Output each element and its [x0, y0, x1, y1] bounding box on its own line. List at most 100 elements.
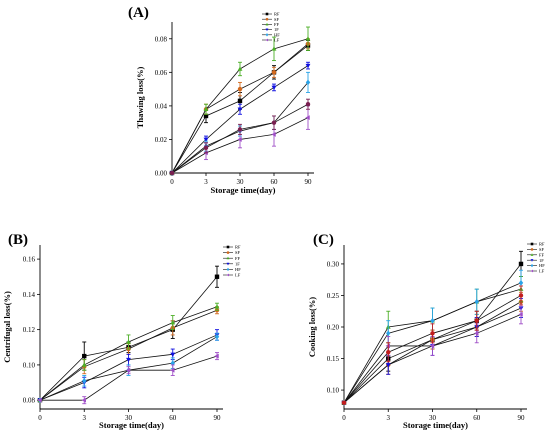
data-point	[429, 343, 435, 349]
data-point	[430, 331, 435, 336]
data-point	[305, 63, 311, 69]
y-tick-label: 0.00	[155, 170, 168, 178]
legend-marker	[226, 251, 230, 254]
legend-label: RF	[539, 242, 545, 247]
series-extra	[169, 98, 311, 176]
data-point	[203, 113, 209, 119]
data-point	[237, 107, 243, 112]
data-point	[237, 86, 243, 92]
data-point	[386, 330, 391, 337]
x-axis-title: Storage time(day)	[403, 420, 468, 430]
legend-marker	[530, 269, 534, 273]
data-point	[214, 333, 220, 340]
x-tick-label: 60	[169, 414, 177, 422]
chart-panel-c: 0.10 0.15 0.20 0.25 0.30 0 3 30 60 90 Storage time…	[307, 242, 545, 430]
legend-marker	[265, 22, 269, 26]
data-point	[474, 318, 479, 323]
chart-panel-a: 0.00 0.02 0.04 0.06 0.08 0 3 30 60 90 Storage time…	[135, 12, 314, 195]
data-point	[385, 363, 391, 368]
panel-c-label: (C)	[313, 232, 334, 248]
y-tick-label: 0.20	[327, 324, 340, 332]
chart-panel-b: 0.08 0.10 0.12 0.14 0.16 0 3 30 60 90 Storage time…	[2, 245, 241, 430]
legend-marker	[265, 38, 269, 42]
data-point	[170, 352, 176, 357]
data-point	[237, 66, 243, 71]
data-point	[474, 330, 479, 336]
data-point	[271, 131, 276, 137]
y-axis-title: Thawing loss(%)	[135, 67, 145, 129]
legend-label: LF	[235, 273, 241, 278]
y-tick-label: 0.02	[155, 136, 168, 144]
data-point	[203, 145, 209, 151]
x-axis-title: Storage time(day)	[211, 185, 276, 195]
y-tick-label: 0.04	[155, 102, 168, 110]
x-tick-label: 0	[38, 414, 42, 422]
legend-label: HF	[235, 267, 241, 272]
series-hf	[341, 269, 524, 406]
legend-marker	[265, 33, 269, 37]
data-point	[271, 85, 277, 91]
x-tick-label: 0	[170, 178, 174, 186]
data-point	[474, 298, 479, 305]
x-tick-label: 30	[429, 414, 437, 422]
data-point	[518, 279, 524, 286]
data-point	[126, 339, 131, 344]
data-point	[214, 304, 220, 309]
legend-marker	[226, 245, 230, 249]
data-point	[518, 261, 524, 267]
series-extra	[341, 285, 524, 405]
legend-label: LF	[274, 38, 280, 43]
y-tick-label: 0.25	[327, 292, 340, 300]
data-point	[341, 400, 347, 405]
x-tick-label: 60	[473, 414, 481, 422]
x-axis-title: Storage time(day)	[99, 420, 164, 430]
legend-marker	[226, 273, 230, 277]
data-point	[170, 319, 176, 325]
y-axis-title: Centrifugal loss(%)	[2, 291, 12, 363]
data-point	[518, 311, 523, 317]
x-tick-label: 30	[237, 178, 245, 186]
panel-a-label: (A)	[128, 5, 149, 21]
data-point	[203, 106, 209, 112]
data-point	[237, 98, 243, 104]
data-point	[271, 70, 277, 75]
legend-marker	[226, 267, 230, 272]
series-ff	[37, 302, 220, 402]
data-point	[81, 397, 87, 403]
legend-label: 1F	[235, 261, 240, 266]
y-tick-label: 0.08	[155, 35, 168, 43]
data-point	[214, 353, 219, 359]
data-point	[169, 170, 175, 176]
x-tick-label: 30	[125, 414, 133, 422]
legend-marker	[530, 259, 534, 262]
legend-label: RF	[274, 12, 280, 17]
data-point	[518, 293, 524, 298]
legend-marker	[226, 256, 230, 260]
data-point	[170, 367, 175, 373]
data-point	[305, 79, 311, 86]
legend-label: SF	[539, 247, 545, 252]
legend-marker	[530, 263, 534, 268]
data-point	[82, 377, 87, 384]
x-tick-label: 3	[387, 414, 391, 422]
y-tick-label: 0.12	[23, 326, 36, 334]
data-point	[305, 36, 311, 41]
legend-label: HF	[539, 263, 545, 268]
legend-marker	[530, 248, 534, 251]
data-point	[271, 46, 277, 51]
data-point	[37, 397, 42, 403]
data-point	[214, 274, 220, 279]
data-point	[305, 115, 310, 121]
x-tick-label: 90	[214, 414, 222, 422]
data-point	[305, 102, 311, 107]
y-tick-label: 0.15	[327, 355, 340, 363]
legend-label: SF	[235, 250, 241, 255]
data-point	[237, 137, 242, 142]
x-tick-label: 0	[342, 414, 346, 422]
x-tick-label: 90	[305, 178, 313, 186]
data-point	[126, 357, 131, 363]
x-tick-label: 3	[83, 414, 87, 422]
